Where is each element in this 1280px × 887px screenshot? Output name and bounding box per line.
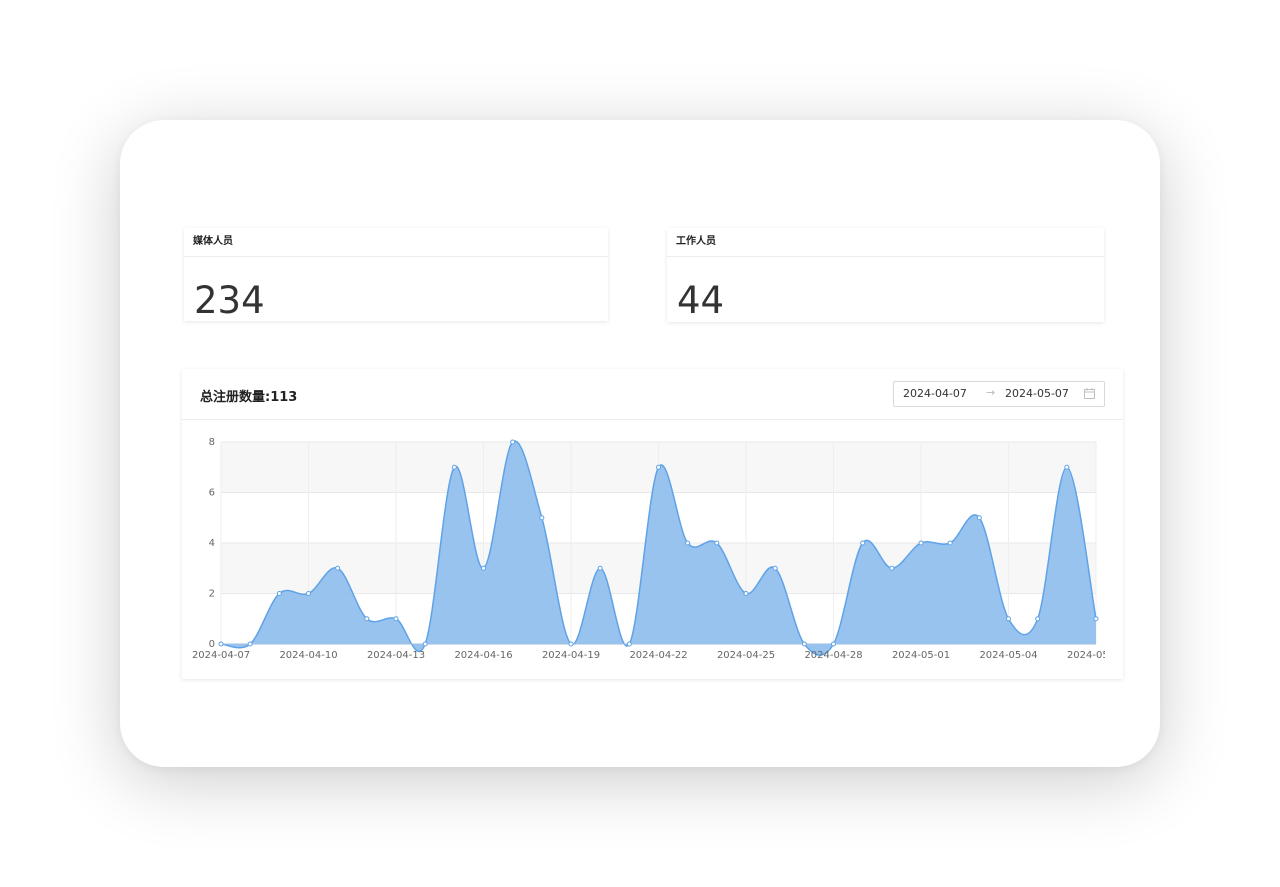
- data-point: [364, 616, 370, 622]
- range-start-input[interactable]: 2024-04-07: [903, 387, 967, 400]
- data-point: [393, 616, 399, 622]
- data-point: [831, 641, 836, 647]
- media-staff-title: 媒体人员: [184, 228, 608, 257]
- x-tick-label: 2024-04-22: [629, 650, 687, 661]
- data-point: [422, 641, 428, 647]
- y-tick-label: 0: [209, 639, 215, 650]
- data-point: [860, 540, 866, 546]
- chart-card-header: 总注册数量:113 2024-04-07 → 2024-05-07: [182, 369, 1123, 420]
- registration-chart-card: 总注册数量:113 2024-04-07 → 2024-05-07 0 2 4 6 8 2…: [182, 369, 1123, 679]
- y-tick-label: 2: [209, 589, 215, 600]
- x-tick-label: 2024-04-13: [367, 650, 425, 661]
- x-tick-label: 2024-04-10: [279, 650, 337, 661]
- data-point: [1093, 616, 1099, 622]
- arrow-right-icon: →: [986, 386, 996, 399]
- data-point: [772, 565, 778, 571]
- data-point: [889, 565, 895, 571]
- range-end-input[interactable]: 2024-05-07: [1005, 387, 1069, 400]
- data-point: [685, 540, 691, 546]
- data-point: [626, 641, 632, 647]
- data-point: [568, 641, 574, 647]
- data-point: [481, 565, 486, 571]
- x-tick-label: 2024-04-07: [192, 650, 250, 661]
- data-point: [597, 565, 603, 571]
- series-area: [221, 441, 1096, 656]
- x-tick-label: 2024-05-04: [979, 650, 1037, 661]
- x-tick-label: 2024-04-19: [542, 650, 600, 661]
- x-tick-label: 2024-04-16: [454, 650, 512, 661]
- data-point: [306, 591, 311, 596]
- data-point: [1064, 464, 1070, 470]
- data-point: [947, 540, 953, 546]
- data-point: [247, 641, 253, 647]
- data-point: [539, 515, 545, 521]
- registration-area-chart: 0 2 4 6 8 2024-04-07 2024-04-10 2024-04-13 2024-…: [192, 437, 1123, 661]
- data-point: [276, 591, 282, 596]
- total-registrations-title: 总注册数量:113: [200, 390, 298, 405]
- y-tick-label: 8: [209, 437, 215, 448]
- media-staff-card: 媒体人员 234: [184, 228, 608, 321]
- x-tick-label: 2024-04-25: [717, 650, 775, 661]
- y-tick-label: 6: [209, 488, 215, 499]
- data-point: [918, 540, 924, 546]
- data-point: [714, 540, 720, 546]
- work-staff-card: 工作人员 44: [667, 228, 1104, 322]
- data-point: [1006, 616, 1011, 622]
- data-point: [218, 641, 224, 647]
- data-point: [743, 591, 749, 596]
- x-tick-label: 2024-04-28: [804, 650, 862, 661]
- x-tick-label: 2024-05-01: [892, 650, 950, 661]
- media-staff-count: 234: [194, 279, 265, 322]
- data-point: [335, 565, 341, 571]
- work-staff-count: 44: [677, 279, 725, 322]
- data-point: [1035, 616, 1041, 622]
- data-point: [656, 464, 661, 470]
- y-tick-label: 4: [209, 538, 215, 549]
- data-point: [510, 439, 516, 445]
- data-point: [801, 641, 807, 647]
- calendar-icon[interactable]: [1084, 388, 1095, 399]
- date-range-picker[interactable]: 2024-04-07 → 2024-05-07: [893, 381, 1105, 407]
- data-point: [451, 464, 457, 470]
- work-staff-title: 工作人员: [667, 228, 1104, 257]
- x-tick-label: 2024-05-07: [1067, 650, 1123, 661]
- data-point: [976, 515, 982, 521]
